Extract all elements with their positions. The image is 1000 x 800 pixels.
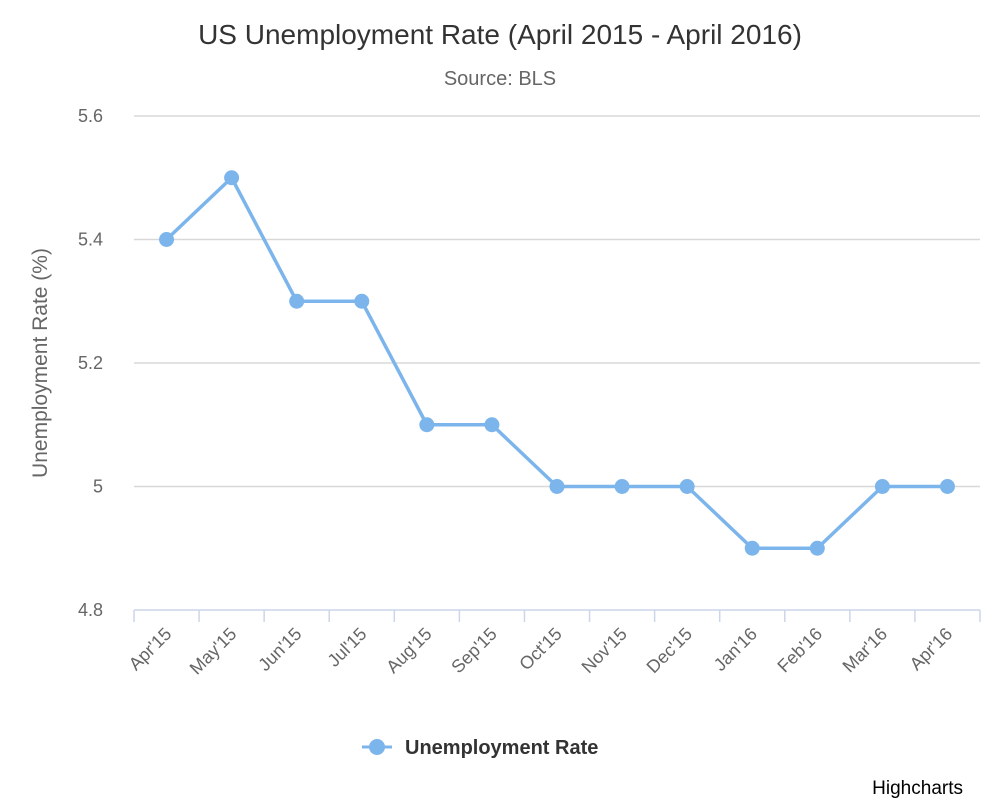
- x-axis: Apr'15 May'15 Jun'15 Jul'15 Aug'15 Sep'15 Oct'…: [125, 609, 981, 679]
- x-tick-label: May'15: [186, 624, 241, 679]
- x-tick-label: Apr'16: [906, 624, 957, 675]
- data-point[interactable]: [809, 540, 825, 556]
- credits-link[interactable]: Highcharts: [872, 778, 963, 799]
- data-point[interactable]: [289, 293, 305, 309]
- series-layer: [159, 170, 955, 556]
- data-point[interactable]: [744, 540, 760, 556]
- chart-subtitle: Source: BLS: [444, 68, 556, 90]
- data-point[interactable]: [874, 479, 890, 494]
- data-point[interactable]: [224, 170, 240, 186]
- x-tick-label: Jan'16: [710, 624, 761, 675]
- data-point[interactable]: [484, 417, 500, 433]
- data-point[interactable]: [939, 479, 955, 494]
- x-tick-label: Aug'15: [382, 624, 435, 677]
- x-tick-label: Mar'16: [839, 624, 892, 677]
- legend-point-marker: [369, 739, 385, 755]
- x-tick-label: Apr'15: [125, 624, 176, 675]
- x-tick-label: Sep'15: [447, 624, 500, 677]
- y-tick-label: 5.4: [78, 230, 103, 250]
- x-tick-label: Nov'15: [578, 624, 631, 677]
- x-tick-label: Feb'16: [773, 624, 826, 677]
- y-tick-label: 4.8: [78, 600, 103, 620]
- chart-title: US Unemployment Rate (April 2015 - April…: [198, 19, 802, 50]
- y-tick-label: 5.2: [78, 353, 103, 373]
- data-point[interactable]: [549, 479, 565, 494]
- legend[interactable]: Unemployment Rate: [362, 737, 598, 759]
- data-point[interactable]: [419, 417, 435, 433]
- x-tick-label: Jul'15: [324, 624, 371, 671]
- data-point[interactable]: [354, 293, 370, 309]
- x-tick-label: Dec'15: [643, 624, 696, 677]
- y-tick-label: 5: [93, 477, 103, 497]
- data-point[interactable]: [679, 479, 695, 494]
- x-tick-label: Jun'15: [254, 624, 305, 675]
- legend-label: Unemployment Rate: [405, 737, 598, 759]
- y-axis: 4.8 5 5.2 5.4 5.6: [78, 106, 103, 620]
- data-point[interactable]: [159, 232, 175, 247]
- y-tick-label: 5.6: [78, 106, 103, 126]
- gridlines: [134, 115, 980, 488]
- y-axis-title: Unemployment Rate (%): [29, 248, 52, 478]
- data-point[interactable]: [614, 479, 630, 494]
- x-tick-label: Oct'15: [515, 624, 566, 675]
